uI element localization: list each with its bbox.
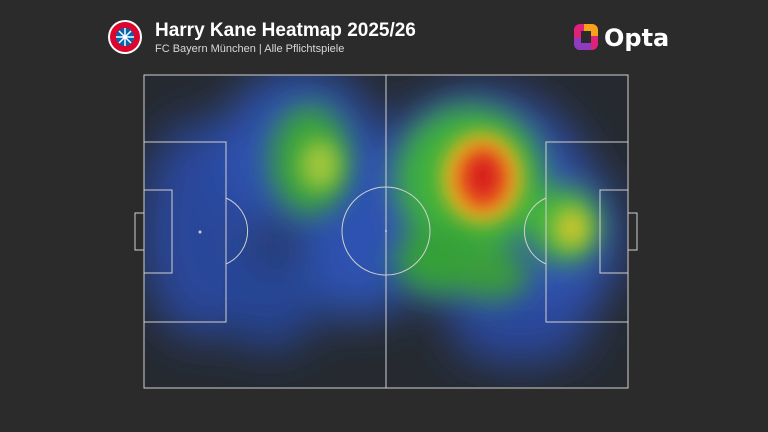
center-spot bbox=[385, 230, 387, 232]
title: Harry Kane Heatmap 2025/26 bbox=[155, 20, 416, 41]
penalty-spot bbox=[198, 230, 202, 234]
subtitle: FC Bayern München | Alle Pflichtspiele bbox=[155, 43, 344, 55]
pitch bbox=[134, 74, 638, 389]
club-badge bbox=[108, 20, 142, 54]
heatmap bbox=[144, 75, 628, 388]
brand-name: Opta bbox=[604, 24, 669, 52]
brand-logo: Opta bbox=[574, 24, 669, 52]
